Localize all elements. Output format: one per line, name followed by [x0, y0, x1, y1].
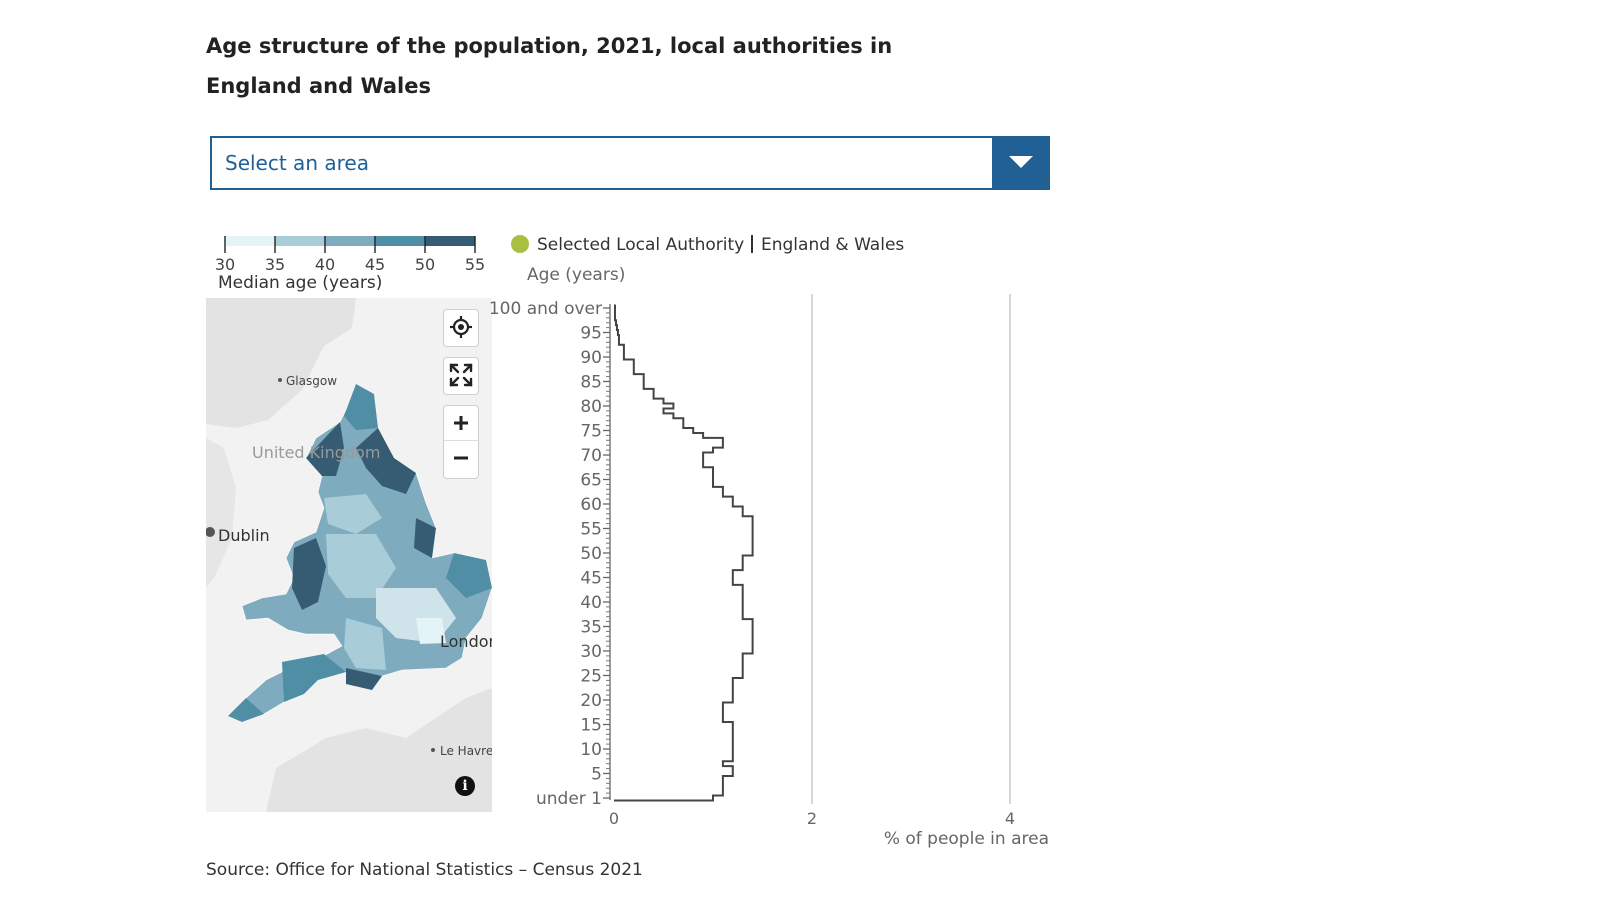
plus-icon	[454, 416, 468, 430]
fullscreen-button[interactable]	[444, 358, 478, 392]
region-devon[interactable]	[282, 654, 346, 702]
region-norfolk[interactable]	[446, 553, 492, 598]
glasgow-dot	[278, 378, 282, 382]
area-select-placeholder: Select an area	[225, 151, 369, 175]
zoom-control[interactable]	[443, 405, 479, 479]
dublin-dot	[206, 527, 215, 537]
map-label-dublin: Dublin	[218, 526, 270, 545]
y-tick-label: under 1	[536, 789, 602, 809]
england-wales-regions[interactable]	[227, 383, 492, 723]
y-tick-label: 35	[580, 618, 602, 638]
y-tick-label: 100 and over	[490, 299, 602, 319]
ireland-land	[206, 438, 236, 588]
legend-swatch	[325, 236, 375, 246]
legend-tick-label: 40	[315, 255, 335, 274]
legend-tick-label: 50	[415, 255, 435, 274]
fullscreen-control[interactable]	[443, 357, 479, 395]
y-tick-label: 65	[580, 471, 602, 491]
x-axis-label: % of people in area	[884, 829, 1049, 848]
y-tick-label: 85	[580, 373, 602, 393]
legend-selected-la-marker	[511, 235, 529, 253]
locate-icon	[450, 316, 472, 338]
y-tick-label: 10	[580, 740, 602, 760]
legend-tick-label: 55	[465, 255, 485, 274]
legend-tick-label: 30	[215, 255, 235, 274]
region-cornwall[interactable]	[228, 698, 264, 722]
y-tick-label: 90	[580, 348, 602, 368]
region-dorset[interactable]	[346, 668, 382, 690]
map-label-london: London	[440, 632, 492, 651]
series-england-wales	[613, 304, 754, 802]
y-axis-label: Age (years)	[527, 265, 625, 285]
france-land	[266, 688, 492, 812]
median-age-legend: 30 35 40 45 50 55	[215, 236, 485, 274]
y-tick-label: 60	[580, 495, 602, 515]
region-cumbria[interactable]	[306, 422, 344, 476]
y-tick-label: 30	[580, 642, 602, 662]
legend-swatch	[425, 236, 475, 246]
region-manchester[interactable]	[324, 494, 382, 534]
region-wiltshire[interactable]	[344, 618, 386, 670]
area-select[interactable]: Select an area	[210, 136, 1050, 190]
y-tick-label: 70	[580, 446, 602, 466]
y-tick-label: 20	[580, 691, 602, 711]
x-tick-label: 4	[1005, 809, 1015, 828]
minus-icon	[454, 456, 468, 460]
info-icon[interactable]: i	[455, 776, 475, 796]
x-tick-label: 0	[609, 809, 619, 828]
age-structure-chart: Selected Local Authority England & Wales A…	[490, 235, 1049, 848]
chevron-down-icon	[1009, 156, 1033, 168]
region-powys[interactable]	[292, 538, 326, 610]
zoom-in-button[interactable]	[444, 406, 478, 441]
y-tick-label: 50	[580, 544, 602, 564]
chart-title: Age structure of the population, 2021, l…	[206, 34, 893, 98]
x-tick-label: 2	[807, 809, 817, 828]
y-tick-label: 25	[580, 667, 602, 687]
map-label-le-havre: Le Havre	[440, 744, 492, 758]
y-tick-label: 55	[580, 520, 602, 540]
scotland-land	[206, 298, 356, 428]
legend-selected-la-label: Selected Local Authority	[537, 235, 744, 255]
y-tick-label: 5	[591, 765, 602, 785]
locate-button[interactable]	[444, 310, 478, 344]
y-tick-label: 40	[580, 593, 602, 613]
region-north-east[interactable]	[344, 384, 378, 430]
region-midlands[interactable]	[326, 534, 396, 598]
legend-swatch	[275, 236, 325, 246]
y-tick-label: 80	[580, 397, 602, 417]
legend-swatch	[375, 236, 425, 246]
y-tick-label: 95	[580, 324, 602, 344]
zoom-out-button[interactable]	[444, 441, 478, 475]
region-north-yorkshire[interactable]	[356, 428, 416, 494]
map-label-glasgow: Glasgow	[286, 374, 338, 388]
region-lincolnshire-coast[interactable]	[414, 518, 436, 558]
legend-england-wales-label: England & Wales	[761, 235, 904, 255]
legend-swatch	[225, 236, 275, 246]
le-havre-dot	[431, 748, 435, 752]
y-tick-label: 75	[580, 422, 602, 442]
legend-tick-label: 35	[265, 255, 285, 274]
map-label-united-kingdom: United Kingdom	[252, 443, 381, 462]
y-tick-label: 45	[580, 569, 602, 589]
locate-control[interactable]	[443, 309, 479, 347]
y-tick-label: 15	[580, 716, 602, 736]
source-note: Source: Office for National Statistics –…	[206, 860, 643, 880]
region-london[interactable]	[416, 618, 446, 644]
legend-tick-label: 45	[365, 255, 385, 274]
legend-title: Median age (years)	[218, 273, 383, 293]
fullscreen-icon	[449, 363, 473, 387]
area-select-toggle[interactable]	[992, 136, 1050, 190]
